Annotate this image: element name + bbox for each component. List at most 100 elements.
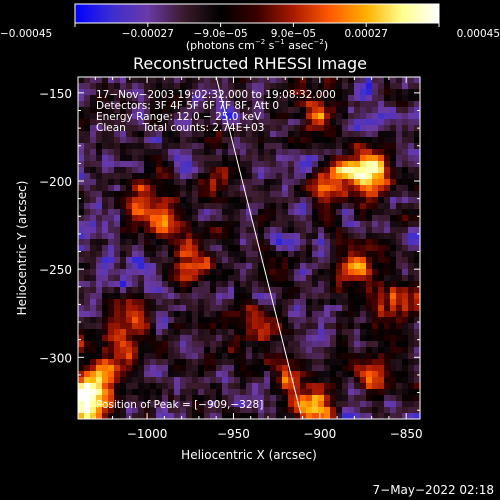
heatmap-cell: [180, 203, 187, 210]
heatmap-cell: [108, 323, 115, 330]
heatmap-cell: [162, 173, 169, 180]
heatmap-cell: [138, 371, 145, 378]
heatmap-cell: [408, 89, 415, 96]
heatmap-cell: [144, 251, 151, 258]
heatmap-cell: [384, 143, 391, 150]
heatmap-cell: [210, 401, 217, 408]
heatmap-cell: [312, 149, 319, 156]
heatmap-cell: [330, 401, 337, 408]
heatmap-cell: [156, 113, 163, 120]
heatmap-cell: [246, 401, 253, 408]
heatmap-cell: [102, 311, 109, 318]
heatmap-cell: [336, 389, 343, 396]
heatmap-cell: [360, 335, 367, 342]
heatmap-cell: [162, 155, 169, 162]
heatmap-cell: [360, 173, 367, 180]
heatmap-cell: [120, 161, 127, 168]
heatmap-cell: [276, 125, 283, 132]
heatmap-cell: [336, 299, 343, 306]
heatmap-cell: [414, 245, 420, 252]
heatmap-cell: [84, 281, 91, 288]
colorbar-units: (photons cm−2 s−1 asec−2): [186, 38, 328, 52]
heatmap-cell: [126, 167, 133, 174]
heatmap-cell: [264, 305, 271, 312]
heatmap-cell: [354, 215, 361, 222]
heatmap-cell: [288, 359, 295, 366]
heatmap-cell: [402, 365, 409, 372]
heatmap-cell: [402, 143, 409, 150]
heatmap-cell: [354, 407, 361, 414]
heatmap-cell: [216, 191, 223, 198]
heatmap-cell: [330, 365, 337, 372]
heatmap-cell: [372, 89, 379, 96]
heatmap-cell: [402, 101, 409, 108]
heatmap-cell: [192, 317, 199, 324]
heatmap-cell: [312, 413, 319, 419]
heatmap-cell: [120, 317, 127, 324]
heatmap-cell: [126, 281, 133, 288]
heatmap-cell: [102, 293, 109, 300]
heatmap-cell: [162, 143, 169, 150]
heatmap-cell: [204, 299, 211, 306]
heatmap-cell: [180, 395, 187, 402]
heatmap-cell: [348, 269, 355, 276]
heatmap-cell: [408, 113, 415, 120]
heatmap-cell: [186, 77, 193, 84]
heatmap-cell: [330, 125, 337, 132]
heatmap-cell: [312, 77, 319, 84]
heatmap-cell: [252, 317, 259, 324]
heatmap-cell: [390, 149, 397, 156]
heatmap-cell: [240, 407, 247, 414]
heatmap-cell: [396, 365, 403, 372]
heatmap-cell: [252, 281, 259, 288]
heatmap-cell: [294, 101, 301, 108]
heatmap-cell: [270, 77, 277, 84]
heatmap-cell: [282, 215, 289, 222]
heatmap-cell: [120, 401, 127, 408]
heatmap-cell: [78, 101, 85, 108]
heatmap-cell: [156, 293, 163, 300]
colorbar-tick-label: 9.0e−05: [271, 28, 316, 40]
heatmap-cell: [90, 353, 97, 360]
heatmap-cell: [216, 347, 223, 354]
heatmap-cell: [240, 107, 247, 114]
heatmap-cell: [204, 203, 211, 210]
heatmap-cell: [252, 95, 259, 102]
heatmap-cell: [312, 191, 319, 198]
heatmap-cell: [102, 257, 109, 264]
heatmap-cell: [84, 257, 91, 264]
heatmap-cell: [306, 275, 313, 282]
heatmap-cell: [120, 311, 127, 318]
heatmap-cell: [162, 317, 169, 324]
heatmap-cell: [192, 329, 199, 336]
heatmap-cell: [294, 281, 301, 288]
heatmap-cell: [192, 281, 199, 288]
heatmap-cell: [144, 347, 151, 354]
heatmap-cell: [396, 257, 403, 264]
heatmap-cell: [318, 239, 325, 246]
heatmap-cell: [336, 293, 343, 300]
heatmap-cell: [198, 383, 205, 390]
heatmap-cell: [282, 197, 289, 204]
heatmap-cell: [306, 233, 313, 240]
heatmap-cell: [366, 149, 373, 156]
heatmap-cell: [108, 137, 115, 144]
heatmap-cell: [204, 155, 211, 162]
heatmap-cell: [306, 353, 313, 360]
heatmap-cell: [108, 287, 115, 294]
heatmap-cell: [354, 185, 361, 192]
heatmap-cell: [396, 281, 403, 288]
heatmap-cell: [240, 245, 247, 252]
heatmap-cell: [126, 143, 133, 150]
heatmap-cell: [390, 269, 397, 276]
heatmap-cell: [144, 179, 151, 186]
heatmap-cell: [324, 269, 331, 276]
heatmap-cell: [138, 407, 145, 414]
heatmap-cell: [138, 389, 145, 396]
heatmap-cell: [384, 101, 391, 108]
heatmap-cell: [198, 371, 205, 378]
heatmap-cell: [126, 347, 133, 354]
heatmap-cell: [126, 125, 133, 132]
heatmap-cell: [330, 185, 337, 192]
heatmap-cell: [138, 209, 145, 216]
